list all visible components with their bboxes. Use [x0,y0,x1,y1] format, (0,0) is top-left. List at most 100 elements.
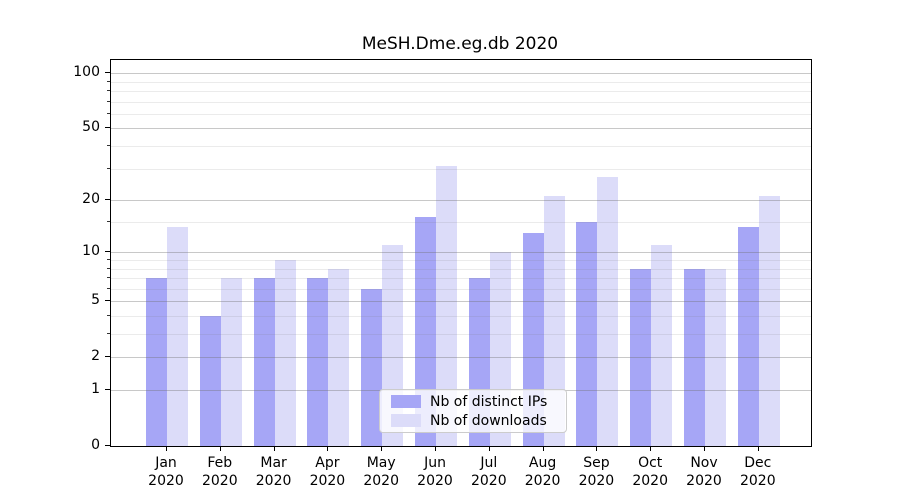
y-tick-label: 50 [82,119,100,136]
bar-downloads-jun [436,166,457,446]
y-tick-mark-minor [107,90,110,92]
gridline-minor [111,288,811,290]
x-tick-mark [757,446,759,451]
bar-ips-nov [684,268,705,446]
legend-item-distinct-ips: Nb of distinct IPs [380,394,566,410]
legend-label-distinct-ips: Nb of distinct IPs [430,393,548,410]
y-tick-label: 5 [91,292,100,309]
bar-downloads-sep [597,176,619,446]
y-tick-mark [105,445,110,446]
x-tick-mark [381,446,383,451]
x-tick-label: Feb 2020 [201,455,238,489]
gridline-major [111,73,811,75]
y-tick-label: 10 [82,243,100,260]
bar-downloads-apr [328,268,350,446]
gridline-minor [111,101,811,103]
bar-downloads-aug [543,196,565,446]
bar-ips-may [361,288,383,446]
bar-ips-oct [630,268,652,446]
y-tick-mark-minor [107,287,110,289]
y-tick-mark-minor [107,259,110,261]
x-tick-mark [650,446,652,451]
y-tick-mark [105,127,110,129]
x-tick-label: Mar 2020 [255,455,292,489]
bar-ips-jun [415,217,436,446]
x-tick-mark [435,446,436,451]
bar-ips-jan [146,278,167,446]
gridline-major [111,357,811,359]
bar-downloads-dec [758,196,780,446]
gridline-minor [111,146,811,148]
bar-ips-sep [576,222,598,446]
y-tick-mark [105,356,110,358]
y-tick-mark-minor [107,145,110,147]
y-tick-label: 1 [91,381,100,398]
gridline-minor [111,316,811,317]
x-tick-label: Jun 2020 [417,455,453,489]
x-tick-label: Jan 2020 [148,455,184,489]
gridline-minor [111,278,811,280]
bar-ips-mar [253,278,275,446]
legend: Nb of distinct IPs Nb of downloads [379,389,567,433]
gridline-minor [111,260,811,262]
y-tick-mark-minor [107,112,110,114]
gridline-major [111,128,811,130]
x-tick-label: Sep 2020 [578,455,615,489]
bar-downloads-oct [651,245,673,446]
y-tick-mark-minor [107,277,110,279]
x-tick-mark [704,446,705,451]
x-tick-mark [596,446,598,451]
bar-downloads-feb [220,278,242,446]
y-tick-mark [105,199,110,201]
x-tick-mark [273,446,275,451]
y-tick-mark-minor [107,167,110,169]
gridline-minor [111,268,811,270]
x-tick-label: Aug 2020 [524,455,561,489]
x-tick-label: Nov 2020 [686,455,722,489]
bar-ips-apr [307,278,329,446]
gridline-minor [111,334,811,336]
y-tick-mark [105,72,110,74]
x-tick-label: May 2020 [363,455,399,489]
y-tick-mark-minor [107,100,110,102]
bar-downloads-jan [167,227,188,446]
chart-title: MeSH.Dme.eg.db 2020 [361,34,559,54]
bar-ips-dec [737,227,759,446]
x-tick-mark [327,446,329,451]
x-tick-label: Oct 2020 [632,455,668,489]
y-tick-mark-minor [107,221,110,223]
y-tick-label: 2 [91,348,100,365]
y-tick-mark [105,251,110,253]
x-tick-label: Dec 2020 [739,455,776,489]
y-tick-mark-minor [107,333,110,335]
x-tick-mark [542,446,544,451]
gridline-major [111,252,811,254]
legend-swatch-downloads [391,414,421,427]
y-tick-label: 20 [82,191,100,208]
bar-downloads-nov [705,268,726,446]
gridline-major [111,301,811,303]
gridline-minor [111,81,811,83]
bar-ips-feb [199,316,221,446]
legend-item-downloads: Nb of downloads [380,413,566,429]
y-tick-mark-minor [107,80,110,82]
gridline-minor [111,113,811,115]
gridline-minor [111,91,811,93]
y-tick-mark-minor [107,267,110,269]
y-tick-mark [105,300,110,302]
x-tick-label: Apr 2020 [309,455,346,489]
y-tick-label: 0 [91,437,100,453]
y-tick-mark [105,389,110,391]
x-tick-mark [488,446,490,451]
gridline-minor [111,168,811,170]
y-tick-mark-minor [107,315,110,316]
plot-area: Nb of distinct IPs Nb of downloads [110,59,812,447]
x-tick-mark [219,446,221,451]
legend-label-downloads: Nb of downloads [430,412,547,429]
bar-downloads-mar [274,260,296,446]
gridline-major [111,200,811,202]
x-tick-label: Jul 2020 [470,455,507,489]
gridline-minor [111,222,811,224]
y-tick-label: 100 [73,64,100,81]
